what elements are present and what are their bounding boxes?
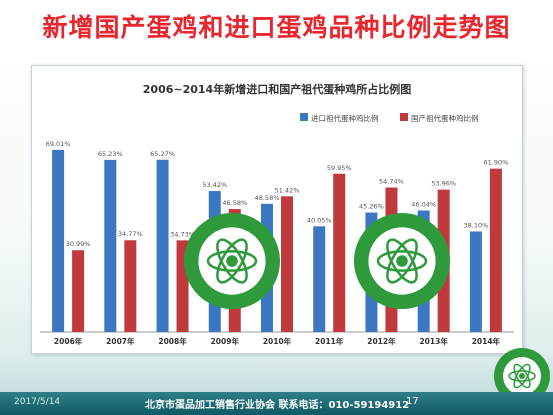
x-tick-label-2008年: 2008年 [158,336,187,346]
bar-import-2008年 [156,159,169,332]
data-label-domestic-2014年: 61.90% [483,159,508,167]
x-tick-label-2007年: 2007年 [106,336,135,346]
data-label-domestic-2010年: 51.42% [275,186,300,194]
data-label-import-2012年: 45.26% [359,203,384,211]
x-tick-label-2010年: 2010年 [263,336,292,346]
bar-domestic-2014年 [489,168,502,332]
data-label-domestic-2013年: 53.96% [431,180,456,188]
bar-import-2014年 [469,231,482,332]
footer-date: 2017/5/14 [14,397,61,407]
data-label-import-2011年: 40.05% [307,216,332,224]
bar-chart: 2006~2014年新增进口和国产祖代蛋种鸡所占比例图 进口祖代蛋种鸡比例 国产… [40,82,514,346]
data-label-domestic-2009年: 46.58% [222,199,247,207]
page-number: 17 [406,396,419,407]
data-label-domestic-2007年: 34.77% [118,230,143,238]
x-tick-label-2011年: 2011年 [315,336,344,346]
bar-import-2011年 [313,226,326,332]
chart-frame: 2006~2014年新增进口和国产祖代蛋种鸡所占比例图 进口祖代蛋种鸡比例 国产… [31,65,523,354]
association-watermark-left [184,213,280,309]
association-logo-corner [494,348,550,404]
data-label-import-2007年: 65.23% [98,150,123,158]
data-label-domestic-2006年: 30.99% [66,240,91,248]
data-label-import-2013年: 46.04% [411,201,436,209]
legend-swatch-domestic [400,113,408,121]
association-watermark-right [354,213,450,309]
chart-title: 2006~2014年新增进口和国产祖代蛋种鸡所占比例图 [143,82,411,96]
legend-label-domestic: 国产祖代蛋种鸡比例 [411,113,479,123]
x-tick-label-2014年: 2014年 [472,336,501,346]
data-label-domestic-2011年: 59.95% [327,164,352,172]
x-tick-label-2012年: 2012年 [367,336,396,346]
data-label-import-2014年: 38.10% [463,221,488,229]
bar-domestic-2007年 [124,240,137,332]
data-label-domestic-2012年: 54.74% [379,178,404,186]
bar-domestic-2006年 [72,250,85,332]
footer-bar [0,392,553,415]
footer-organization: 北京市蛋品加工销售行业协会 联系电话：010-59194912 [145,400,410,411]
x-tick-label-2006年: 2006年 [54,336,83,346]
x-tick-label-2013年: 2013年 [419,336,448,346]
chart-legend: 进口祖代蛋种鸡比例 国产祖代蛋种鸡比例 [300,113,479,123]
legend-label-import: 进口祖代蛋种鸡比例 [311,113,379,123]
bar-domestic-2010年 [281,196,293,332]
logos-group [184,213,450,309]
bar-import-2007年 [104,159,117,332]
legend-swatch-import [300,113,308,121]
x-tick-label-2009年: 2009年 [211,336,240,346]
data-label-import-2010年: 48.58% [255,194,280,202]
data-label-import-2008年: 65.27% [150,150,175,158]
slide-title: 新增国产蛋鸡和进口蛋鸡品种比例走势图 [42,13,511,42]
data-label-domestic-2008年: 34.73% [170,230,195,238]
data-label-import-2006年: 69.01% [46,140,71,148]
data-label-import-2009年: 53.42% [202,181,227,189]
bar-import-2006年 [52,149,65,332]
bar-domestic-2011年 [333,173,346,332]
